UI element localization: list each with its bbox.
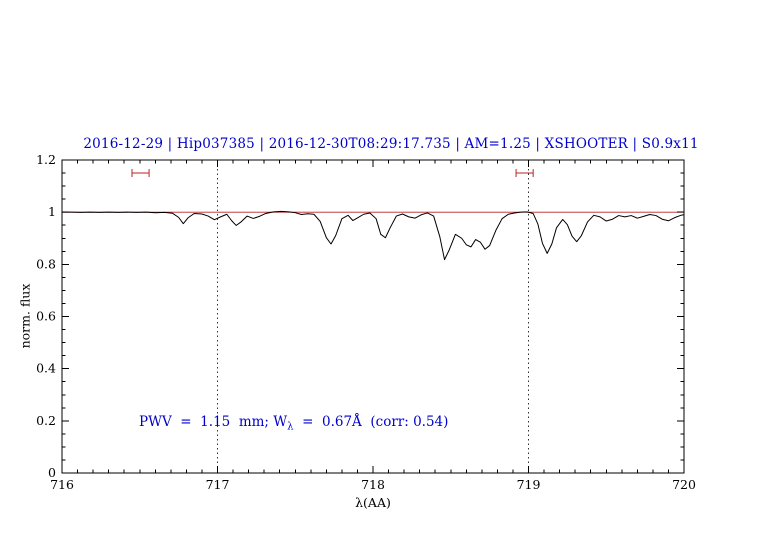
y-tick-label: 1.2	[36, 152, 56, 167]
y-tick-label: 0.2	[36, 413, 56, 428]
x-tick-label: 720	[672, 477, 696, 492]
axes-box	[61, 159, 685, 474]
pwv-annotation-prefix: PWV = 1.15 mm; W	[139, 414, 288, 430]
y-tick-label: 0	[48, 465, 56, 480]
x-tick-label: 716	[50, 477, 74, 492]
x-tick-label: 717	[206, 477, 230, 492]
y-tick-label: 0.6	[36, 309, 56, 324]
y-tick-label: 0.4	[36, 361, 56, 376]
spectrum-line	[62, 210, 685, 261]
x-axis-label: λ(AA)	[355, 495, 391, 510]
y-tick-label: 1	[48, 204, 56, 219]
pwv-annotation-lambda-subscript: λ	[287, 421, 294, 433]
plot-title: 2016-12-29 | Hip037385 | 2016-12-30T08:2…	[83, 136, 699, 152]
x-tick-label: 719	[517, 477, 541, 492]
y-tick-label: 0.8	[36, 256, 56, 271]
x-tick-label: 718	[361, 477, 385, 492]
pwv-annotation: PWV = 1.15 mm; Wλ = 0.67Å (corr: 0.54)	[139, 414, 448, 433]
pwv-annotation-suffix: = 0.67Å (corr: 0.54)	[293, 414, 449, 430]
